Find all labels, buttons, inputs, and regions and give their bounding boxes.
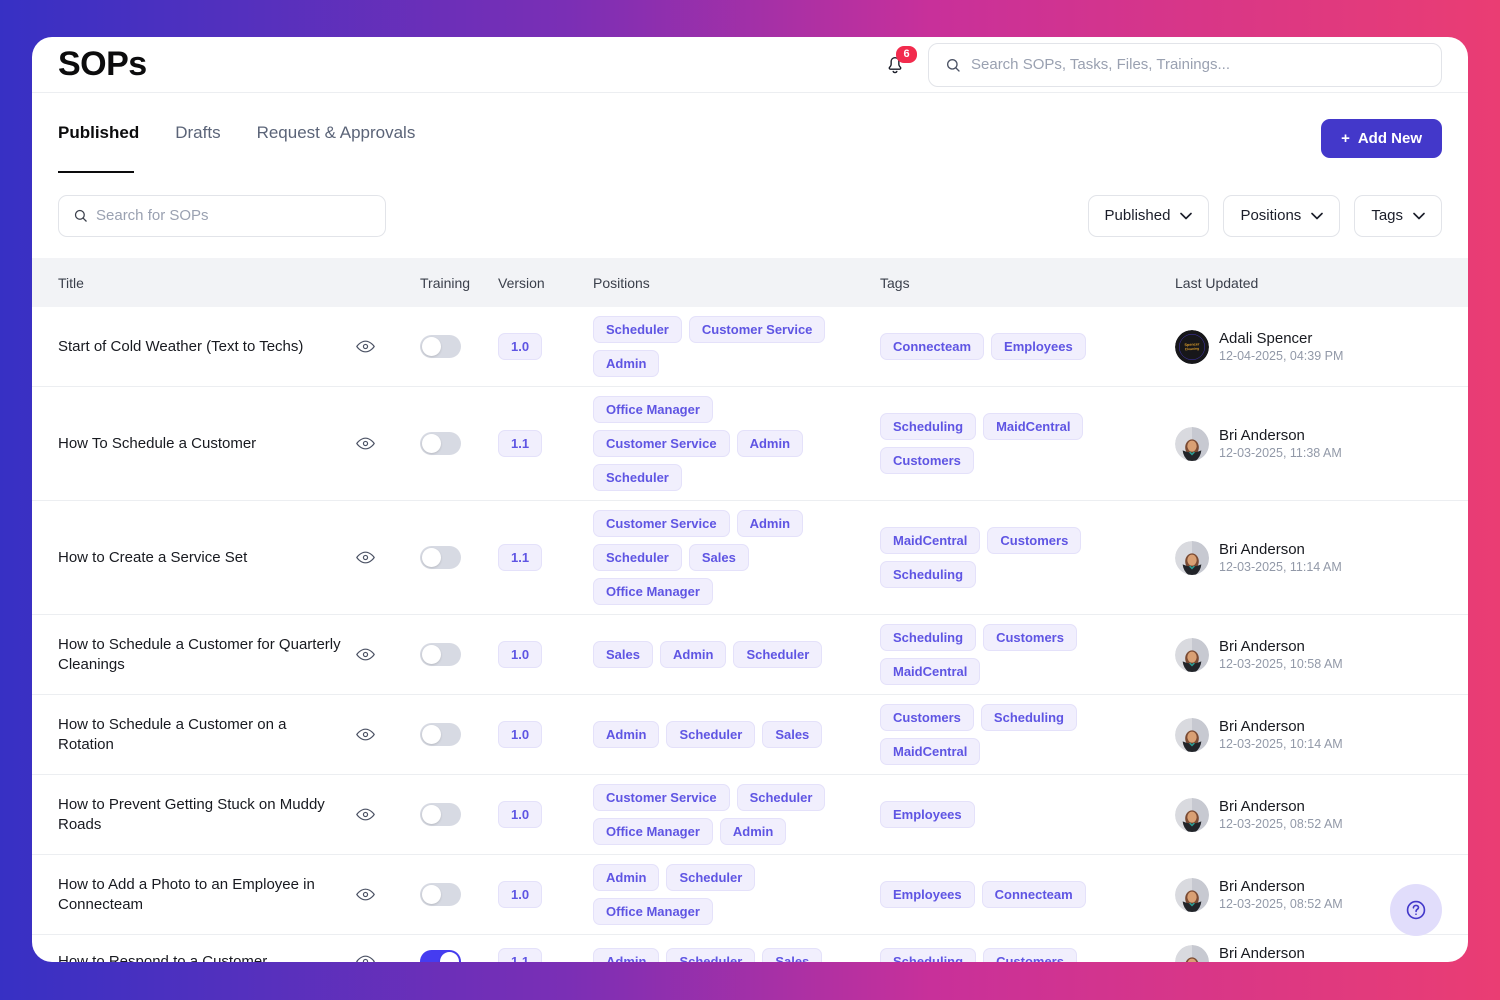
svg-text:Cleaning: Cleaning [1185, 346, 1200, 351]
